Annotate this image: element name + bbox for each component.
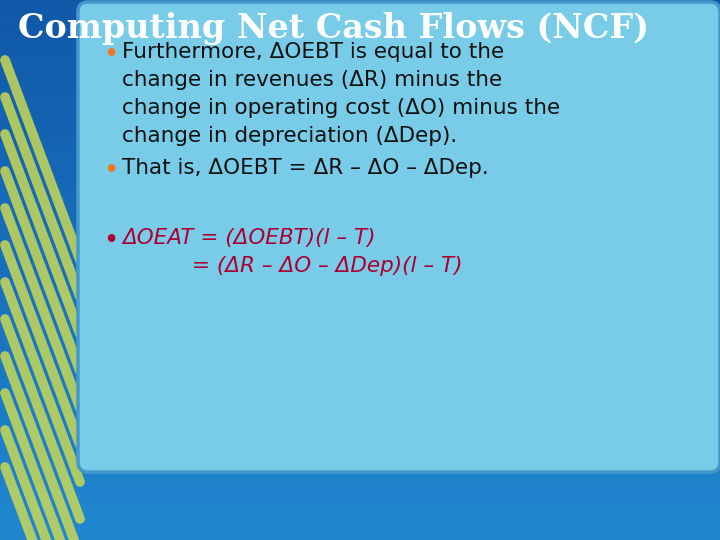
Text: change in revenues (ΔR) minus the: change in revenues (ΔR) minus the (122, 70, 502, 90)
Bar (0, 54, 720, 63)
Bar (0, 333, 720, 342)
Bar (0, 36, 720, 45)
Bar (0, 432, 720, 441)
Bar (0, 504, 720, 513)
Bar (0, 9, 720, 18)
Bar (0, 126, 720, 135)
Bar (0, 378, 720, 387)
Bar (0, 117, 720, 126)
Bar (0, 396, 720, 405)
Bar (0, 144, 720, 153)
Bar (0, 81, 720, 90)
Text: •: • (103, 158, 118, 184)
Bar (0, 207, 720, 216)
Bar (0, 72, 720, 81)
Bar (0, 360, 720, 369)
Bar (0, 279, 720, 288)
Bar (0, 270, 720, 279)
Bar (0, 171, 720, 180)
Bar (0, 45, 720, 54)
Bar (0, 387, 720, 396)
Bar (0, 189, 720, 198)
Bar (0, 153, 720, 162)
Bar (0, 414, 720, 423)
Bar (0, 342, 720, 351)
Bar (0, 27, 720, 36)
Bar (0, 351, 720, 360)
Bar (0, 441, 720, 450)
Bar (0, 225, 720, 234)
Bar (0, 468, 720, 477)
FancyBboxPatch shape (78, 2, 720, 472)
Bar (0, 243, 720, 252)
Bar (0, 90, 720, 99)
Bar (0, 423, 720, 432)
Bar (0, 261, 720, 270)
Text: change in operating cost (ΔO) minus the: change in operating cost (ΔO) minus the (122, 98, 560, 118)
Bar (0, 135, 720, 144)
Text: Furthermore, ΔOEBT is equal to the: Furthermore, ΔOEBT is equal to the (122, 42, 504, 62)
Bar (0, 450, 720, 459)
Bar (0, 522, 720, 531)
Text: •: • (103, 42, 118, 68)
Bar (0, 297, 720, 306)
Bar (0, 99, 720, 108)
Bar (0, 459, 720, 468)
Bar (0, 234, 720, 243)
Bar (0, 180, 720, 189)
Bar (0, 162, 720, 171)
Bar (0, 486, 720, 495)
Text: •: • (103, 228, 118, 254)
Bar (0, 495, 720, 504)
Bar (0, 405, 720, 414)
Bar (0, 0, 720, 9)
Bar (0, 315, 720, 324)
Bar (0, 63, 720, 72)
Text: Computing Net Cash Flows (NCF): Computing Net Cash Flows (NCF) (18, 12, 649, 45)
Bar (0, 18, 720, 27)
Bar (0, 198, 720, 207)
Text: ΔOEAT = (ΔOEBT)(l – T): ΔOEAT = (ΔOEBT)(l – T) (122, 228, 376, 248)
Bar (0, 477, 720, 486)
Text: change in depreciation (ΔDep).: change in depreciation (ΔDep). (122, 126, 457, 146)
Bar (0, 252, 720, 261)
Bar (0, 216, 720, 225)
Bar (0, 288, 720, 297)
Bar (0, 513, 720, 522)
Text: That is, ΔOEBT = ΔR – ΔO – ΔDep.: That is, ΔOEBT = ΔR – ΔO – ΔDep. (122, 158, 489, 178)
Bar (0, 324, 720, 333)
Bar (0, 369, 720, 378)
Bar (0, 306, 720, 315)
Bar (0, 108, 720, 117)
Text: = (ΔR – ΔO – ΔDep)(l – T): = (ΔR – ΔO – ΔDep)(l – T) (192, 256, 462, 276)
Bar (0, 531, 720, 540)
